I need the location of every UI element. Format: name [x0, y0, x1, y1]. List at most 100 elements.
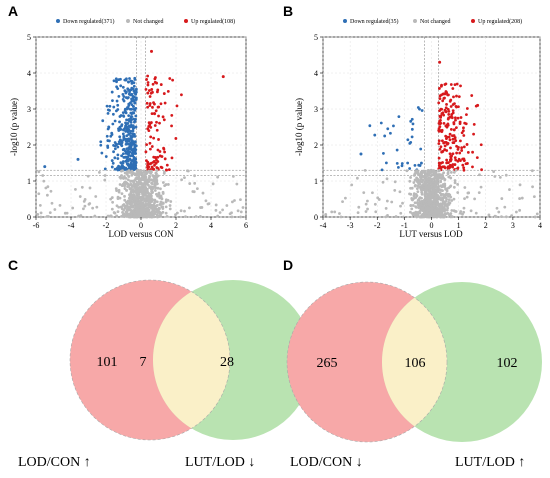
- not-changed-point: [134, 214, 137, 218]
- not-changed-point: [435, 187, 439, 191]
- not-changed-point: [440, 215, 444, 218]
- down-point: [380, 168, 384, 172]
- up-point: [465, 113, 468, 116]
- venn-d-intersection-count: 106: [405, 356, 426, 371]
- not-changed-point: [432, 197, 436, 201]
- not-changed-point: [446, 172, 450, 176]
- not-changed-point: [364, 202, 368, 206]
- not-changed-point: [147, 213, 151, 217]
- not-changed-point: [429, 181, 433, 184]
- down-point: [113, 147, 117, 151]
- up-point: [453, 156, 457, 160]
- up-point: [443, 144, 447, 148]
- up-point: [155, 120, 158, 124]
- down-point: [129, 121, 133, 124]
- not-changed-point: [416, 190, 420, 194]
- not-changed-point: [157, 194, 161, 198]
- down-point: [121, 85, 125, 89]
- up-point: [480, 168, 483, 172]
- not-changed-point: [366, 207, 369, 211]
- not-changed-point: [430, 204, 433, 208]
- not-changed-point: [86, 174, 90, 178]
- not-changed-point: [221, 208, 225, 212]
- not-changed-point: [192, 190, 196, 194]
- up-point: [453, 83, 457, 87]
- down-point: [106, 139, 110, 142]
- not-changed-point: [518, 197, 522, 200]
- y-tick-label: 1: [314, 177, 318, 186]
- not-changed-point: [214, 208, 218, 212]
- up-point: [441, 161, 444, 164]
- not-changed-point: [103, 174, 107, 177]
- up-point: [437, 127, 441, 130]
- down-point: [400, 164, 404, 168]
- not-changed-point: [135, 169, 139, 172]
- not-changed-point: [132, 171, 135, 175]
- down-point: [125, 90, 128, 94]
- up-point: [456, 116, 460, 120]
- not-changed-point: [438, 204, 442, 208]
- not-changed-point: [50, 201, 54, 205]
- down-point: [124, 138, 128, 142]
- up-point: [154, 109, 158, 113]
- up-point: [144, 87, 148, 91]
- down-point: [112, 79, 116, 83]
- not-changed-point: [88, 186, 92, 190]
- up-point: [451, 87, 455, 90]
- not-changed-point: [155, 169, 159, 172]
- not-changed-point: [45, 193, 49, 197]
- up-point: [151, 167, 155, 171]
- not-changed-point: [149, 178, 153, 182]
- down-point: [127, 118, 131, 121]
- up-point: [437, 139, 441, 143]
- not-changed-point: [432, 183, 436, 187]
- down-point: [134, 107, 138, 110]
- down-point: [119, 84, 123, 88]
- not-changed-point: [200, 206, 204, 209]
- not-changed-point: [150, 210, 154, 214]
- down-point: [120, 161, 123, 165]
- not-changed-point: [350, 183, 354, 187]
- up-point: [441, 139, 444, 143]
- not-changed-point: [446, 211, 450, 215]
- up-point: [441, 99, 445, 103]
- not-changed-point: [198, 215, 202, 218]
- up-point: [170, 124, 173, 128]
- not-changed-point: [449, 184, 453, 188]
- legend-label-up: Up regulated(108): [191, 18, 235, 25]
- not-changed-point: [398, 190, 402, 194]
- down-point: [100, 151, 104, 155]
- up-point: [156, 148, 160, 152]
- not-changed-point: [514, 210, 518, 214]
- up-point: [438, 147, 442, 151]
- not-changed-point: [420, 188, 424, 191]
- volcano-plot-b: -4 -3 -2 -1 0 1 2 3 4 0 1 2 3 4 5 Down regulated(35) No…: [294, 18, 542, 239]
- down-point: [130, 112, 134, 116]
- not-changed-point: [362, 191, 366, 195]
- not-changed-point: [159, 202, 163, 206]
- down-point: [411, 122, 415, 126]
- not-changed-point: [134, 177, 138, 181]
- down-point: [108, 104, 112, 108]
- not-changed-point: [339, 215, 343, 219]
- not-changed-point: [438, 191, 442, 195]
- up-point: [459, 139, 462, 143]
- not-changed-point: [120, 184, 124, 188]
- up-point: [448, 163, 452, 167]
- not-changed-point: [405, 169, 409, 173]
- points-a: [36, 49, 245, 219]
- not-changed-point: [118, 183, 122, 186]
- up-point: [462, 134, 466, 137]
- down-point: [406, 161, 410, 165]
- down-point: [132, 134, 135, 138]
- down-point: [134, 88, 138, 92]
- not-changed-point: [427, 177, 431, 181]
- up-point: [456, 159, 460, 163]
- down-point: [134, 114, 138, 118]
- down-point: [110, 90, 114, 94]
- not-changed-point: [450, 209, 454, 212]
- not-changed-point: [79, 214, 83, 217]
- y-tick-label: 1: [27, 177, 31, 186]
- not-changed-point: [447, 169, 450, 173]
